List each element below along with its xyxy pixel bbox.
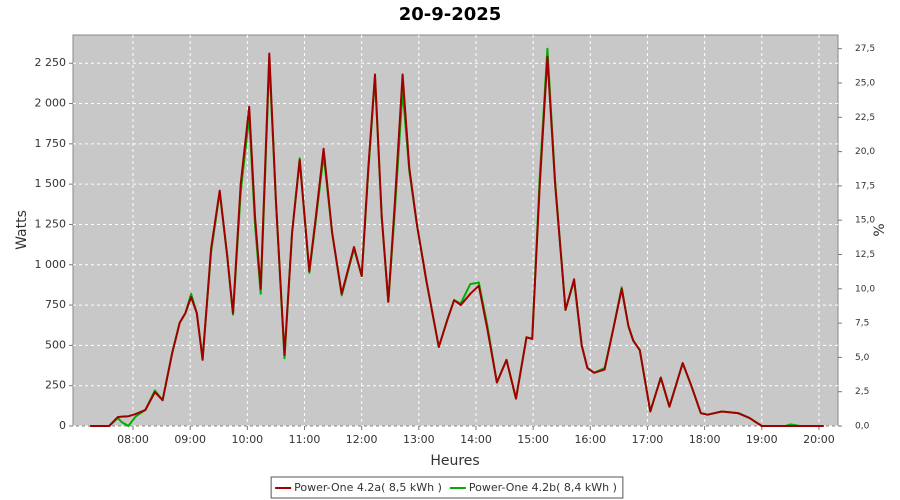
legend-label: Power-One 4.2a( 8,5 kWh ) bbox=[294, 481, 442, 494]
y-tick-label: 1 000 bbox=[35, 258, 67, 271]
x-tick-label: 16:00 bbox=[574, 433, 606, 446]
y2-tick-label: 10,0 bbox=[855, 284, 875, 294]
y2-tick-label: 20,0 bbox=[855, 147, 875, 157]
x-axis-title: Heures bbox=[430, 453, 479, 469]
legend-box bbox=[270, 476, 624, 499]
y2-tick-label: 12,5 bbox=[855, 250, 875, 260]
y-axis-title: Watts bbox=[14, 210, 30, 250]
x-tick-label: 18:00 bbox=[689, 433, 721, 446]
x-tick-label: 10:00 bbox=[231, 433, 263, 446]
y2-tick-label: 25,0 bbox=[855, 79, 875, 89]
x-tick-label: 13:00 bbox=[403, 433, 435, 446]
x-tick-label: 11:00 bbox=[289, 433, 321, 446]
y-tick-label: 1 500 bbox=[35, 177, 67, 190]
series-line bbox=[90, 52, 824, 427]
y-tick-label: 250 bbox=[45, 379, 66, 392]
x-tick-label: 14:00 bbox=[460, 433, 492, 446]
y-tick-label: 500 bbox=[45, 338, 66, 351]
y2-tick-label: 2,5 bbox=[855, 387, 869, 397]
x-tick-label: 19:00 bbox=[746, 433, 778, 446]
y-tick-label: 1 250 bbox=[35, 217, 67, 230]
y-tick-label: 0 bbox=[59, 419, 66, 432]
x-tick-label: 17:00 bbox=[632, 433, 664, 446]
y2-axis-title: % bbox=[872, 223, 888, 236]
y-tick-label: 1 750 bbox=[35, 137, 67, 150]
y2-tick-label: 5,0 bbox=[855, 353, 870, 363]
x-tick-label: 15:00 bbox=[517, 433, 549, 446]
y2-tick-label: 15,0 bbox=[855, 216, 875, 226]
y-tick-label: 750 bbox=[45, 298, 66, 311]
chart-title: 20-9-2025 bbox=[399, 4, 502, 25]
y2-tick-label: 17,5 bbox=[855, 181, 875, 191]
y2-tick-label: 0,0 bbox=[855, 422, 870, 432]
x-tick-label: 20:00 bbox=[803, 433, 835, 446]
x-tick-label: 12:00 bbox=[346, 433, 378, 446]
x-tick-label: 09:00 bbox=[174, 433, 206, 446]
plot-area bbox=[72, 34, 839, 427]
y-tick-label: 2 000 bbox=[35, 97, 67, 110]
y-tick-label: 2 250 bbox=[35, 56, 67, 69]
y2-tick-label: 27,5 bbox=[855, 44, 875, 54]
legend: Power-One 4.2a( 8,5 kWh ) Power-One 4.2b(… bbox=[270, 476, 624, 499]
y2-tick-label: 7,5 bbox=[855, 319, 869, 329]
y2-tick-label: 22,5 bbox=[855, 113, 875, 123]
legend-label: Power-One 4.2b( 8,4 kWh ) bbox=[469, 481, 617, 494]
x-tick-label: 08:00 bbox=[117, 433, 149, 446]
